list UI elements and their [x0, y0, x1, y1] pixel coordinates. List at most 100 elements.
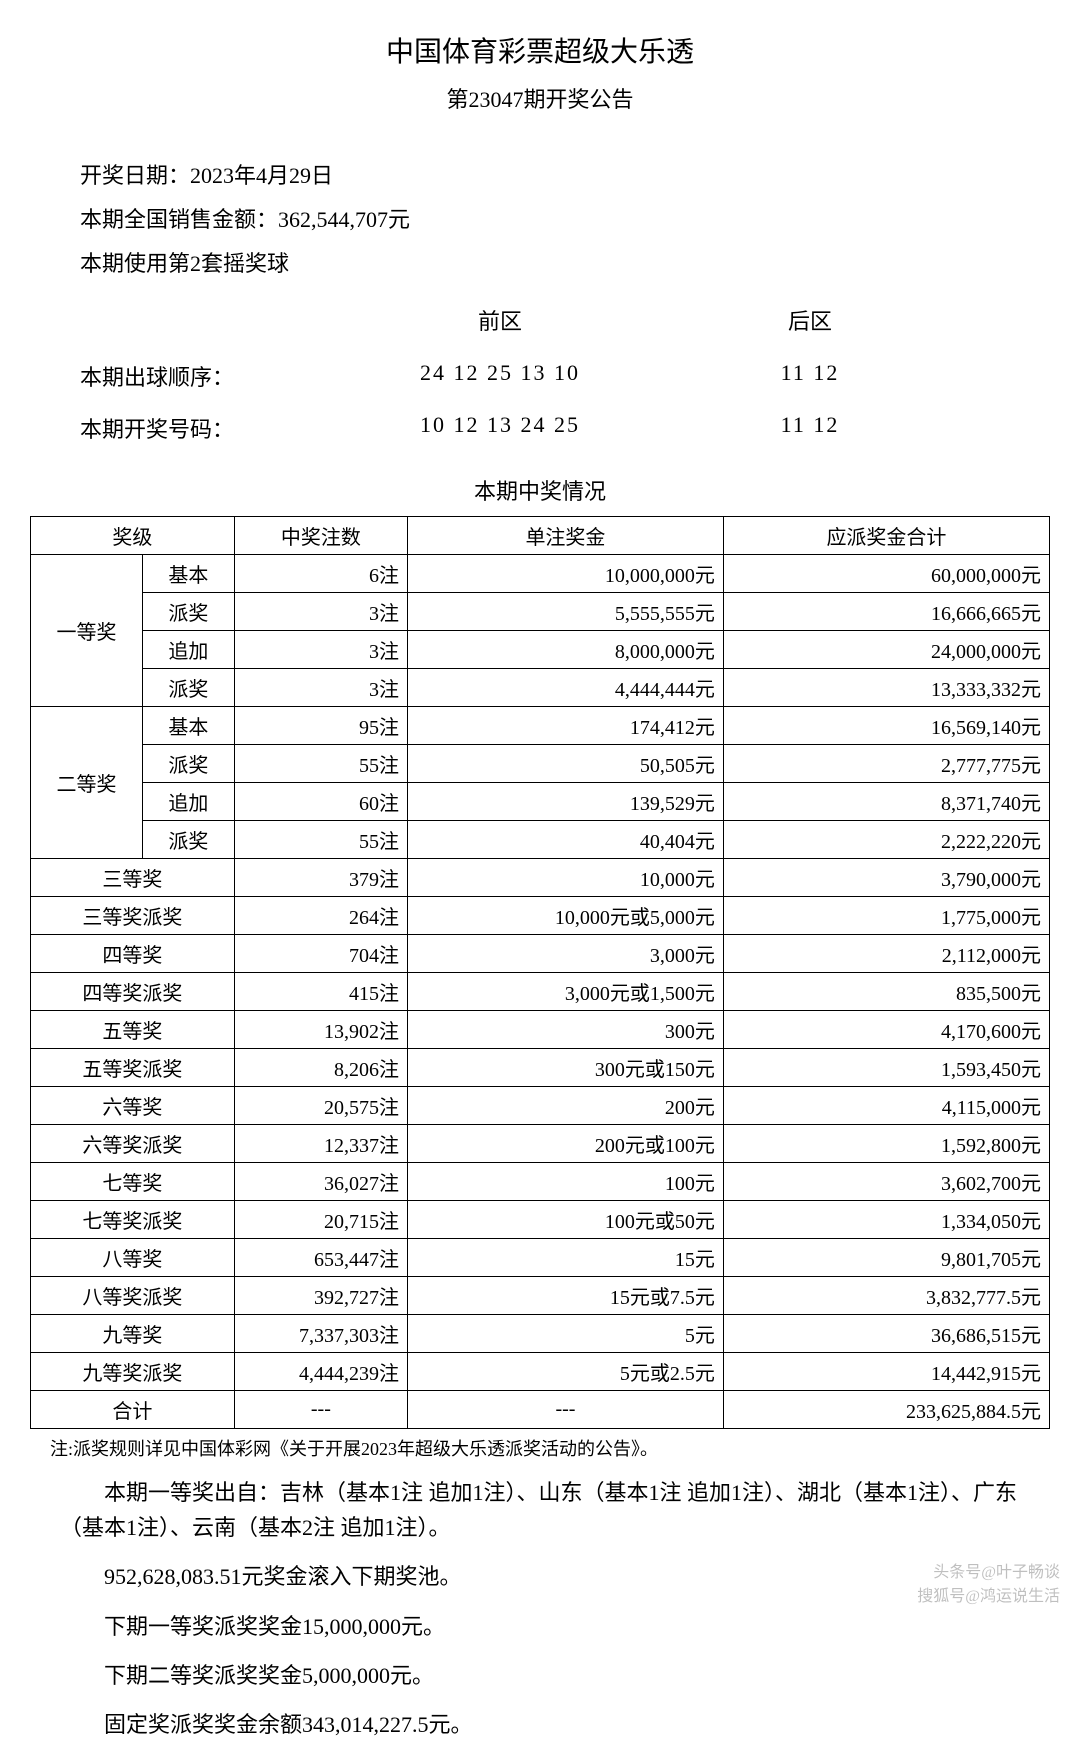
- table-cell: 60,000,000元: [723, 555, 1049, 593]
- table-row: 七等奖派奖20,715注100元或50元1,334,050元: [31, 1201, 1050, 1239]
- table-row: 三等奖379注10,000元3,790,000元: [31, 859, 1050, 897]
- table-row: 七等奖36,027注100元3,602,700元: [31, 1163, 1050, 1201]
- table-row: 八等奖653,447注15元9,801,705元: [31, 1239, 1050, 1277]
- table-cell: 六等奖派奖: [31, 1125, 235, 1163]
- para-next-first: 下期一等奖派奖奖金15,000,000元。: [60, 1609, 1020, 1644]
- table-cell: 追加: [143, 783, 235, 821]
- table-cell: 379注: [234, 859, 407, 897]
- table-cell: 四等奖派奖: [31, 973, 235, 1011]
- prize-table: 奖级 中奖注数 单注奖金 应派奖金合计 一等奖基本6注10,000,000元60…: [30, 516, 1050, 1429]
- table-cell: 55注: [234, 745, 407, 783]
- table-cell: 九等奖派奖: [31, 1353, 235, 1391]
- table-cell: 13,333,332元: [723, 669, 1049, 707]
- table-cell: 36,686,515元: [723, 1315, 1049, 1353]
- table-cell: 264注: [234, 897, 407, 935]
- table-header-row: 奖级 中奖注数 单注奖金 应派奖金合计: [31, 517, 1050, 555]
- table-cell: 300元或150元: [408, 1049, 724, 1087]
- sales-label: 本期全国销售金额：: [80, 207, 278, 232]
- prize-section-heading: 本期中奖情况: [30, 474, 1050, 506]
- info-block: 开奖日期：2023年4月29日 本期全国销售金额：362,544,707元 本期…: [30, 154, 1050, 286]
- winning-numbers-label: 本期开奖号码：: [80, 402, 320, 454]
- table-cell: 4,115,000元: [723, 1087, 1049, 1125]
- draw-date-line: 开奖日期：2023年4月29日: [80, 154, 1050, 198]
- table-cell: 16,569,140元: [723, 707, 1049, 745]
- table-cell: 五等奖: [31, 1011, 235, 1049]
- table-cell: 1,593,450元: [723, 1049, 1049, 1087]
- table-cell: 3,790,000元: [723, 859, 1049, 897]
- table-row: 派奖3注4,444,444元13,333,332元: [31, 669, 1050, 707]
- table-cell: 追加: [143, 631, 235, 669]
- table-cell: 653,447注: [234, 1239, 407, 1277]
- winning-numbers-back: 11 12: [680, 402, 940, 454]
- table-cell: 100元或50元: [408, 1201, 724, 1239]
- table-cell: 二等奖: [31, 707, 143, 859]
- table-cell: 300元: [408, 1011, 724, 1049]
- table-cell: 3,832,777.5元: [723, 1277, 1049, 1315]
- table-cell: 基本: [143, 707, 235, 745]
- table-row: 派奖3注5,555,555元16,666,665元: [31, 593, 1050, 631]
- table-cell: 派奖: [143, 745, 235, 783]
- table-total-row: 合计------233,625,884.5元: [31, 1391, 1050, 1429]
- para-fixed-balance: 固定奖派奖奖金余额343,014,227.5元。: [60, 1707, 1020, 1742]
- table-cell: 20,715注: [234, 1201, 407, 1239]
- table-cell: 139,529元: [408, 783, 724, 821]
- table-cell: 3,602,700元: [723, 1163, 1049, 1201]
- table-cell: 四等奖: [31, 935, 235, 973]
- draw-date-value: 2023年4月29日: [190, 163, 333, 188]
- footnote: 注:派奖规则详见中国体彩网《关于开展2023年超级大乐透派奖活动的公告》。: [50, 1435, 1030, 1461]
- lottery-announcement: 中国体育彩票超级大乐透 第23047期开奖公告 开奖日期：2023年4月29日 …: [0, 0, 1080, 1762]
- winning-numbers-front: 10 12 13 24 25: [320, 402, 680, 454]
- table-cell: 3,000元或1,500元: [408, 973, 724, 1011]
- table-cell: 100元: [408, 1163, 724, 1201]
- table-cell: 六等奖: [31, 1087, 235, 1125]
- table-cell: 派奖: [143, 821, 235, 859]
- col-total: 应派奖金合计: [723, 517, 1049, 555]
- table-cell: ---: [408, 1391, 724, 1429]
- table-row: 追加3注8,000,000元24,000,000元: [31, 631, 1050, 669]
- table-row: 九等奖7,337,303注5元36,686,515元: [31, 1315, 1050, 1353]
- table-cell: 派奖: [143, 593, 235, 631]
- table-row: 五等奖派奖8,206注300元或150元1,593,450元: [31, 1049, 1050, 1087]
- para-winners: 本期一等奖出自：吉林（基本1注 追加1注）、山东（基本1注 追加1注）、湖北（基…: [60, 1475, 1020, 1545]
- para-rollover: 952,628,083.51元奖金滚入下期奖池。: [60, 1559, 1020, 1594]
- col-level: 奖级: [31, 517, 235, 555]
- table-cell: 20,575注: [234, 1087, 407, 1125]
- table-cell: 3注: [234, 669, 407, 707]
- table-row: 六等奖20,575注200元4,115,000元: [31, 1087, 1050, 1125]
- ball-order-label: 本期出球顺序：: [80, 350, 320, 402]
- table-cell: 七等奖派奖: [31, 1201, 235, 1239]
- table-cell: 合计: [31, 1391, 235, 1429]
- table-cell: 12,337注: [234, 1125, 407, 1163]
- table-cell: 九等奖: [31, 1315, 235, 1353]
- table-cell: 4,170,600元: [723, 1011, 1049, 1049]
- col-single: 单注奖金: [408, 517, 724, 555]
- table-cell: 16,666,665元: [723, 593, 1049, 631]
- table-cell: 835,500元: [723, 973, 1049, 1011]
- front-zone-label: 前区: [320, 296, 680, 350]
- table-cell: 4,444,444元: [408, 669, 724, 707]
- page-subtitle: 第23047期开奖公告: [30, 82, 1050, 114]
- watermark-line1: 头条号@叶子畅谈: [933, 1558, 1060, 1582]
- table-cell: 2,777,775元: [723, 745, 1049, 783]
- table-cell: 2,112,000元: [723, 935, 1049, 973]
- ball-order-back: 11 12: [680, 350, 940, 402]
- table-cell: 95注: [234, 707, 407, 745]
- table-cell: 40,404元: [408, 821, 724, 859]
- table-cell: 1,775,000元: [723, 897, 1049, 935]
- table-cell: 2,222,220元: [723, 821, 1049, 859]
- table-cell: 5,555,555元: [408, 593, 724, 631]
- ball-order-front: 24 12 25 13 10: [320, 350, 680, 402]
- table-cell: 1,334,050元: [723, 1201, 1049, 1239]
- draw-date-label: 开奖日期：: [80, 163, 190, 188]
- watermark-line2: 搜狐号@鸿运说生活: [917, 1582, 1060, 1606]
- sales-value: 362,544,707元: [278, 207, 410, 232]
- ballset-line: 本期使用第2套摇奖球: [80, 242, 1050, 286]
- table-cell: 4,444,239注: [234, 1353, 407, 1391]
- table-row: 六等奖派奖12,337注200元或100元1,592,800元: [31, 1125, 1050, 1163]
- table-cell: 基本: [143, 555, 235, 593]
- table-cell: 8,000,000元: [408, 631, 724, 669]
- table-cell: 5元或2.5元: [408, 1353, 724, 1391]
- col-count: 中奖注数: [234, 517, 407, 555]
- table-cell: 三等奖派奖: [31, 897, 235, 935]
- table-cell: 60注: [234, 783, 407, 821]
